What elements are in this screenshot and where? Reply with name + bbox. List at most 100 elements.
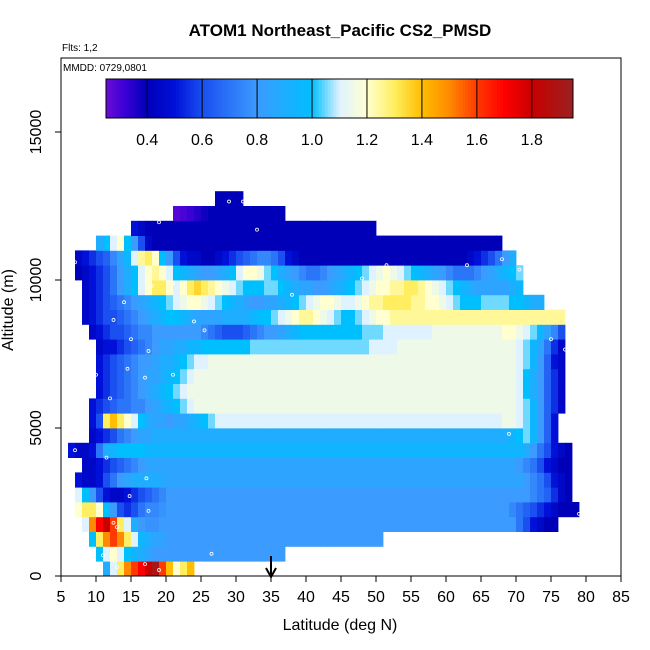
colorbar-tick-label: 0.8 (246, 132, 268, 149)
heatmap-cell (243, 324, 251, 340)
heatmap-cell (488, 250, 496, 266)
heatmap-cell (194, 413, 202, 429)
heatmap-cell (446, 265, 454, 281)
heatmap-cell (152, 294, 160, 310)
heatmap-cell (376, 531, 384, 547)
heatmap-cell (159, 368, 167, 384)
heatmap-cell (425, 457, 433, 473)
heatmap-cell (383, 368, 391, 384)
heatmap-cell (236, 309, 244, 325)
heatmap-cell (544, 354, 552, 370)
heatmap-cell (355, 339, 363, 355)
colorbar-segment (284, 79, 288, 118)
heatmap-cell (327, 472, 335, 488)
heatmap-cell (488, 442, 496, 458)
x-tick-label: 60 (437, 589, 455, 606)
heatmap-cell (278, 487, 286, 503)
heatmap-cell (362, 280, 370, 296)
heatmap-cell (460, 472, 468, 488)
colorbar-segment (500, 79, 504, 118)
heatmap-cell (439, 413, 447, 429)
heatmap-cell (439, 339, 447, 355)
heatmap-cell (348, 442, 356, 458)
heatmap-cell (348, 354, 356, 370)
heatmap-cell (145, 413, 153, 429)
heatmap-cell (432, 368, 440, 384)
heatmap-cell (201, 250, 209, 266)
colorbar-segment (249, 79, 253, 118)
heatmap-cell (551, 502, 559, 518)
heatmap-cell (145, 339, 153, 355)
heatmap-cell (229, 472, 237, 488)
heatmap-cell (173, 250, 181, 266)
heatmap-cell (215, 531, 223, 547)
heatmap-cell (334, 280, 342, 296)
heatmap-cell (110, 428, 118, 444)
heatmap-cell (152, 265, 160, 281)
heatmap-cell (166, 220, 174, 236)
heatmap-cell (264, 250, 272, 266)
colorbar-tick-label: 1.8 (521, 132, 543, 149)
heatmap-cell (390, 250, 398, 266)
colorbar-segment (520, 79, 524, 118)
heatmap-cell (236, 265, 244, 281)
sample-point (150, 284, 154, 288)
heatmap-cell (124, 413, 132, 429)
heatmap-cell (201, 309, 209, 325)
heatmap-cell (537, 472, 545, 488)
heatmap-cell (537, 294, 545, 310)
heatmap-cell (551, 516, 559, 532)
heatmap-cell (523, 324, 531, 340)
heatmap-cell (306, 457, 314, 473)
heatmap-cell (348, 368, 356, 384)
heatmap-cell (138, 294, 146, 310)
heatmap-cell (180, 457, 188, 473)
heatmap-cell (292, 368, 300, 384)
heatmap-cell (138, 472, 146, 488)
colorbar-segment (193, 79, 197, 118)
heatmap-cell (236, 206, 244, 222)
sample-point (563, 347, 567, 352)
heatmap-cell (110, 324, 118, 340)
colorbar-segment (141, 79, 145, 118)
heatmap-cell (145, 383, 153, 399)
heatmap-cell (362, 220, 370, 236)
heatmap-cell (418, 250, 426, 266)
heatmap-cell (236, 428, 244, 444)
heatmap-cell (404, 368, 412, 384)
heatmap-cell (502, 294, 510, 310)
heatmap-cell (446, 339, 454, 355)
heatmap-cell (453, 235, 461, 251)
x-tick-label: 55 (402, 589, 420, 606)
heatmap-cell (397, 428, 405, 444)
heatmap-cell (418, 235, 426, 251)
sample-point (125, 366, 130, 371)
colorbar-segment (456, 79, 460, 118)
heatmap-cell (271, 354, 279, 370)
heatmap-cell (201, 472, 209, 488)
heatmap-cell (474, 339, 482, 355)
heatmap-cell (138, 516, 146, 532)
heatmap-cell (495, 428, 503, 444)
heatmap-cell (467, 354, 475, 370)
heatmap-cell (544, 457, 552, 473)
heatmap-cell (166, 294, 174, 310)
sample-point (144, 476, 149, 481)
heatmap-cell (383, 442, 391, 458)
heatmap-cell (271, 294, 279, 310)
heatmap-cell (250, 472, 258, 488)
colorbar-segment (502, 79, 507, 118)
heatmap-cell (208, 531, 216, 547)
heatmap-cell (446, 294, 454, 310)
heatmap-cell (551, 339, 559, 355)
heatmap-cell (446, 383, 454, 399)
heatmap-cell (488, 516, 496, 532)
heatmap-cell (425, 383, 433, 399)
sample-point (104, 455, 109, 460)
heatmap-cell (383, 428, 391, 444)
x-tick-label: 45 (332, 589, 350, 606)
heatmap-cell (243, 265, 251, 281)
heatmap-cell (187, 546, 195, 562)
heatmap-cell (474, 250, 482, 266)
heatmap-cell (271, 531, 279, 547)
